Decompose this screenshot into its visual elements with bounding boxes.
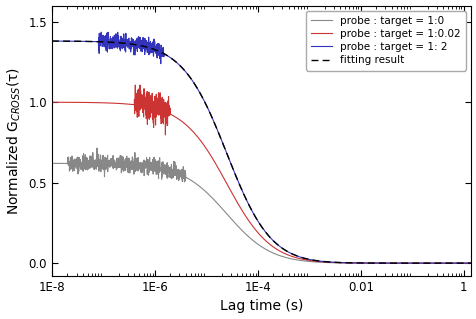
probe : target = 1: 2: (0.144, 1.89e-05): target = 1: 2: (0.144, 1.89e-05) xyxy=(416,261,422,265)
Line: fitting result: fitting result xyxy=(52,41,473,263)
probe : target = 1:0: (3.18e-05, 0.268): target = 1:0: (3.18e-05, 0.268) xyxy=(229,218,235,222)
Y-axis label: Normalized G$_{CROSS}$(τ): Normalized G$_{CROSS}$(τ) xyxy=(6,67,23,215)
probe : target = 1: 2: (1.58, 5.19e-07): target = 1: 2: (1.58, 5.19e-07) xyxy=(470,261,476,265)
Line: probe : target = 1:0: probe : target = 1:0 xyxy=(52,148,473,263)
probe : target = 1: 2: (9.06e-08, 1.44): target = 1: 2: (9.06e-08, 1.44) xyxy=(98,30,104,34)
probe : target = 1:0.02: (1.1, 6.5e-07): target = 1:0.02: (1.1, 6.5e-07) xyxy=(462,261,468,265)
Line: probe : target = 1: 2: probe : target = 1: 2 xyxy=(52,32,473,263)
Line: probe : target = 1:0.02: probe : target = 1:0.02 xyxy=(52,85,473,263)
probe : target = 1:0.02: (1e-08, 1): target = 1:0.02: (1e-08, 1) xyxy=(49,100,55,104)
probe : target = 1:0.02: (1.58, 3.76e-07): target = 1:0.02: (1.58, 3.76e-07) xyxy=(470,261,476,265)
probe : target = 1:0.02: (1.4e-05, 0.636): target = 1:0.02: (1.4e-05, 0.636) xyxy=(211,159,217,163)
probe : target = 1: 2: (1e-08, 1.38): target = 1: 2: (1e-08, 1.38) xyxy=(49,39,55,43)
probe : target = 1:0.02: (3.18e-05, 0.432): target = 1:0.02: (3.18e-05, 0.432) xyxy=(229,192,235,196)
probe : target = 1: 2: (8.61e-08, 1.36): target = 1: 2: (8.61e-08, 1.36) xyxy=(97,42,103,46)
probe : target = 1:0: (8.67e-08, 0.619): target = 1:0: (8.67e-08, 0.619) xyxy=(97,162,103,166)
probe : target = 1: 2: (3.18e-05, 0.597): target = 1: 2: (3.18e-05, 0.597) xyxy=(229,165,235,169)
probe : target = 1:0.02: (0.144, 1.37e-05): target = 1:0.02: (0.144, 1.37e-05) xyxy=(416,261,422,265)
probe : target = 1: 2: (2.66e-07, 1.38): target = 1: 2: (2.66e-07, 1.38) xyxy=(122,39,128,43)
fitting result xyxy=(97,40,103,44)
probe : target = 1:0.02: (2.64e-07, 0.989): target = 1:0.02: (2.64e-07, 0.989) xyxy=(122,102,128,106)
fitting result xyxy=(210,120,216,123)
probe : target = 1: 2: (1.4e-05, 0.877): target = 1: 2: (1.4e-05, 0.877) xyxy=(211,120,217,124)
probe : target = 1:0: (1.58, 2.33e-07): target = 1:0: (1.58, 2.33e-07) xyxy=(470,261,476,265)
probe : target = 1:0: (1.4e-05, 0.394): target = 1:0: (1.4e-05, 0.394) xyxy=(211,198,217,202)
probe : target = 1:0: (1.1, 4.03e-07): target = 1:0: (1.1, 4.03e-07) xyxy=(462,261,468,265)
probe : target = 1:0: (1e-08, 0.62): target = 1:0: (1e-08, 0.62) xyxy=(49,161,55,165)
fitting result xyxy=(462,261,467,265)
fitting result xyxy=(49,39,55,43)
probe : target = 1:0: (7.5e-08, 0.714): target = 1:0: (7.5e-08, 0.714) xyxy=(94,146,99,150)
probe : target = 1:0: (0.144, 8.48e-06): target = 1:0: (0.144, 8.48e-06) xyxy=(416,261,422,265)
probe : target = 1:0.02: (8.61e-08, 0.997): target = 1:0.02: (8.61e-08, 0.997) xyxy=(97,101,103,105)
fitting result xyxy=(122,41,128,45)
X-axis label: Lag time (s): Lag time (s) xyxy=(219,300,303,314)
Legend: probe : target = 1:0, probe : target = 1:0.02, probe : target = 1: 2, fitting re: probe : target = 1:0, probe : target = 1… xyxy=(306,11,465,70)
fitting result xyxy=(416,261,422,265)
probe : target = 1:0: (2.66e-07, 0.631): target = 1:0: (2.66e-07, 0.631) xyxy=(122,160,128,163)
probe : target = 1: 2: (1.1, 8.97e-07): target = 1: 2: (1.1, 8.97e-07) xyxy=(462,261,468,265)
fitting result xyxy=(229,165,235,169)
fitting result xyxy=(470,261,476,265)
probe : target = 1:0.02: (4.16e-07, 1.11): target = 1:0.02: (4.16e-07, 1.11) xyxy=(132,83,138,87)
